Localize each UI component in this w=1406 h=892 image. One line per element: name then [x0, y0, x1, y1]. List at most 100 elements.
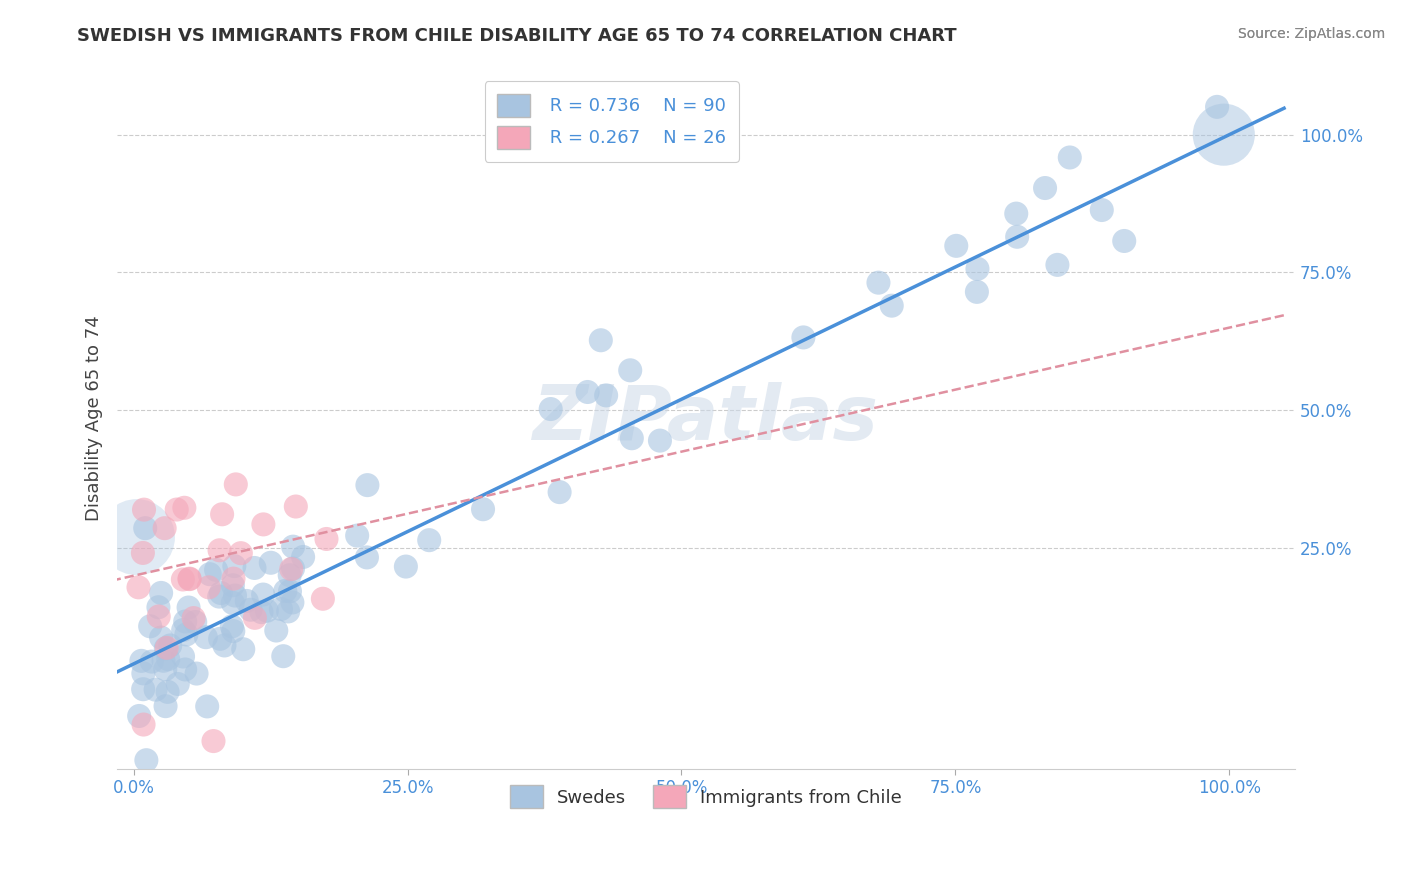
- Point: [156, 685, 179, 699]
- Point: [1212, 128, 1234, 142]
- Point: [277, 604, 299, 618]
- Point: [132, 682, 155, 697]
- Point: [166, 502, 188, 516]
- Point: [281, 595, 304, 609]
- Point: [128, 709, 150, 723]
- Point: [256, 604, 278, 618]
- Point: [278, 584, 301, 599]
- Point: [966, 285, 988, 299]
- Point: [472, 502, 495, 516]
- Point: [648, 434, 671, 448]
- Point: [172, 649, 194, 664]
- Point: [134, 521, 156, 535]
- Point: [1005, 229, 1028, 244]
- Point: [271, 649, 294, 664]
- Point: [172, 573, 194, 587]
- Point: [222, 572, 245, 586]
- Point: [243, 561, 266, 575]
- Point: [132, 666, 155, 681]
- Point: [284, 500, 307, 514]
- Point: [1206, 100, 1229, 114]
- Point: [197, 580, 219, 594]
- Point: [127, 580, 149, 594]
- Point: [281, 561, 304, 575]
- Point: [880, 299, 903, 313]
- Point: [202, 734, 225, 748]
- Point: [153, 521, 176, 535]
- Point: [131, 654, 153, 668]
- Point: [156, 640, 179, 655]
- Point: [356, 478, 378, 492]
- Point: [150, 631, 173, 645]
- Point: [148, 600, 170, 615]
- Point: [209, 586, 232, 600]
- Point: [1059, 151, 1081, 165]
- Point: [195, 699, 218, 714]
- Point: [243, 611, 266, 625]
- Point: [150, 586, 173, 600]
- Point: [224, 559, 246, 574]
- Point: [222, 578, 245, 592]
- Point: [155, 641, 177, 656]
- Legend: Swedes, Immigrants from Chile: Swedes, Immigrants from Chile: [503, 778, 910, 815]
- Point: [1114, 234, 1136, 248]
- Point: [152, 654, 174, 668]
- Point: [792, 330, 814, 344]
- Point: [312, 591, 335, 606]
- Point: [595, 388, 617, 402]
- Point: [132, 717, 155, 731]
- Point: [132, 546, 155, 560]
- Point: [270, 602, 292, 616]
- Point: [278, 568, 301, 582]
- Point: [159, 639, 181, 653]
- Point: [183, 611, 205, 625]
- Point: [214, 639, 236, 653]
- Point: [966, 261, 988, 276]
- Text: Source: ZipAtlas.com: Source: ZipAtlas.com: [1237, 27, 1385, 41]
- Point: [250, 605, 273, 619]
- Point: [125, 530, 148, 544]
- Point: [620, 431, 643, 445]
- Point: [173, 500, 195, 515]
- Point: [145, 682, 167, 697]
- Point: [186, 666, 208, 681]
- Text: ZIPatlas: ZIPatlas: [533, 382, 879, 456]
- Point: [141, 655, 163, 669]
- Point: [211, 508, 233, 522]
- Point: [1033, 181, 1056, 195]
- Point: [194, 630, 217, 644]
- Point: [224, 589, 246, 603]
- Point: [177, 600, 200, 615]
- Point: [236, 594, 259, 608]
- Point: [619, 363, 641, 377]
- Point: [315, 532, 337, 546]
- Point: [132, 502, 155, 516]
- Point: [868, 276, 890, 290]
- Point: [346, 528, 368, 542]
- Point: [945, 239, 967, 253]
- Point: [179, 572, 201, 586]
- Point: [208, 590, 231, 604]
- Point: [1091, 202, 1114, 217]
- Point: [225, 477, 247, 491]
- Point: [179, 572, 201, 586]
- Point: [548, 485, 571, 500]
- Point: [221, 619, 243, 633]
- Point: [356, 550, 378, 565]
- Point: [222, 596, 245, 610]
- Point: [232, 642, 254, 657]
- Y-axis label: Disability Age 65 to 74: Disability Age 65 to 74: [86, 316, 103, 522]
- Point: [239, 603, 262, 617]
- Point: [252, 517, 274, 532]
- Point: [292, 549, 315, 564]
- Text: Source: ZipAtlas.com: Source: ZipAtlas.com: [1237, 27, 1385, 41]
- Point: [135, 753, 157, 767]
- Point: [281, 540, 304, 554]
- Point: [260, 556, 283, 570]
- Point: [208, 543, 231, 558]
- Point: [166, 677, 188, 691]
- Point: [174, 615, 197, 629]
- Point: [222, 624, 245, 639]
- Point: [576, 384, 599, 399]
- Point: [155, 699, 177, 714]
